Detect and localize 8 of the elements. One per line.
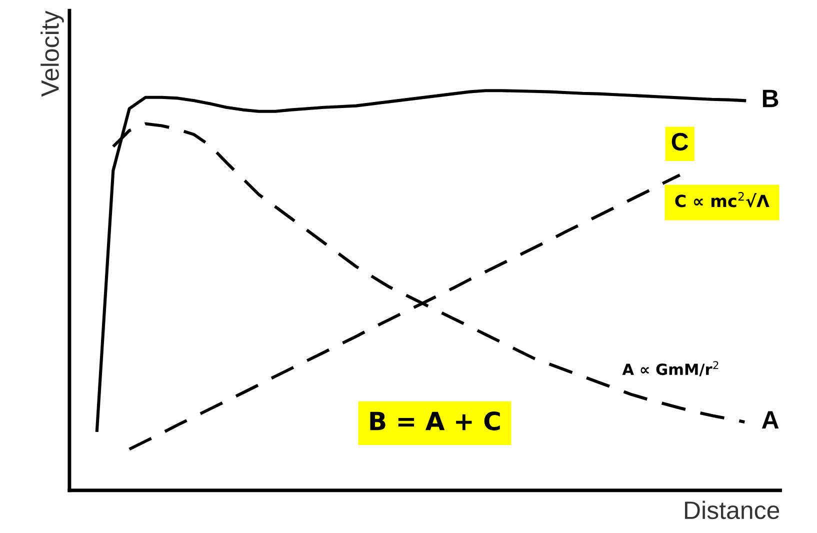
annotation: B = A + C [370,412,500,430]
y-axis-title: Velocity [40,10,64,97]
annotation: A ∝ GmM/r$^{2}$ [622,361,718,376]
x-axis-title: Distance [685,500,780,520]
series-label: C [672,132,688,151]
annotation: C ∝ mc$^{2}$√Λ [675,192,770,208]
series-label: A [762,411,779,428]
series-label: B [762,90,778,108]
